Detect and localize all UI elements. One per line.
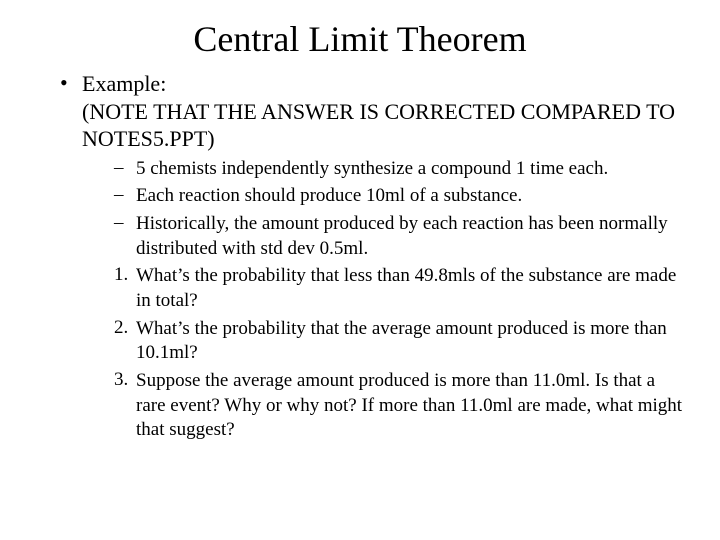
- sub-list: 5 chemists independently synthesize a co…: [82, 157, 688, 444]
- numbered-text: What’s the probability that less than 49…: [136, 265, 676, 311]
- example-note: (NOTE THAT THE ANSWER IS CORRECTED COMPA…: [82, 99, 675, 152]
- dash-text: Historically, the amount produced by eac…: [136, 213, 668, 259]
- example-text: Example: (NOTE THAT THE ANSWER IS CORREC…: [82, 70, 688, 153]
- number-marker: 3.: [114, 369, 128, 391]
- dash-text: Each reaction should produce 10ml of a s…: [136, 185, 522, 206]
- dash-item: Historically, the amount produced by eac…: [114, 212, 688, 261]
- number-marker: 1.: [114, 264, 128, 286]
- numbered-item: 1. What’s the probability that less than…: [114, 264, 688, 313]
- numbered-text: What’s the probability that the average …: [136, 318, 667, 364]
- example-item: Example: (NOTE THAT THE ANSWER IS CORREC…: [60, 70, 688, 443]
- dash-text: 5 chemists independently synthesize a co…: [136, 158, 608, 179]
- number-marker: 2.: [114, 317, 128, 339]
- dash-item: Each reaction should produce 10ml of a s…: [114, 184, 688, 209]
- dash-item: 5 chemists independently synthesize a co…: [114, 157, 688, 182]
- example-lead: Example:: [82, 71, 166, 96]
- numbered-item: 3. Suppose the average amount produced i…: [114, 369, 688, 443]
- numbered-text: Suppose the average amount produced is m…: [136, 370, 682, 440]
- page-title: Central Limit Theorem: [32, 18, 688, 60]
- bullet-list: Example: (NOTE THAT THE ANSWER IS CORREC…: [32, 70, 688, 443]
- numbered-item: 2. What’s the probability that the avera…: [114, 317, 688, 366]
